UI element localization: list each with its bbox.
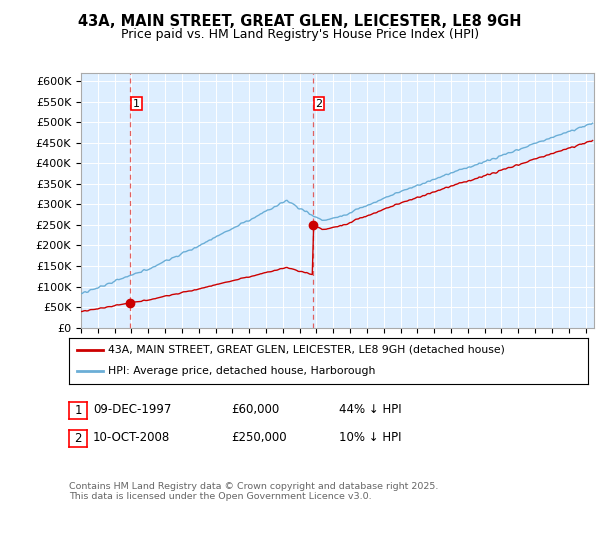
Text: 1: 1 xyxy=(74,404,82,417)
Text: 44% ↓ HPI: 44% ↓ HPI xyxy=(339,403,401,417)
Text: £60,000: £60,000 xyxy=(231,403,279,417)
Text: HPI: Average price, detached house, Harborough: HPI: Average price, detached house, Harb… xyxy=(108,366,376,376)
Text: 10-OCT-2008: 10-OCT-2008 xyxy=(93,431,170,445)
Text: 2: 2 xyxy=(74,432,82,445)
Text: 09-DEC-1997: 09-DEC-1997 xyxy=(93,403,172,417)
Text: Contains HM Land Registry data © Crown copyright and database right 2025.
This d: Contains HM Land Registry data © Crown c… xyxy=(69,482,439,501)
Text: £250,000: £250,000 xyxy=(231,431,287,445)
Text: 2: 2 xyxy=(315,99,322,109)
Text: 1: 1 xyxy=(133,99,140,109)
Text: Price paid vs. HM Land Registry's House Price Index (HPI): Price paid vs. HM Land Registry's House … xyxy=(121,28,479,41)
Text: 10% ↓ HPI: 10% ↓ HPI xyxy=(339,431,401,445)
Text: 43A, MAIN STREET, GREAT GLEN, LEICESTER, LE8 9GH: 43A, MAIN STREET, GREAT GLEN, LEICESTER,… xyxy=(78,14,522,29)
Text: 43A, MAIN STREET, GREAT GLEN, LEICESTER, LE8 9GH (detached house): 43A, MAIN STREET, GREAT GLEN, LEICESTER,… xyxy=(108,344,505,354)
